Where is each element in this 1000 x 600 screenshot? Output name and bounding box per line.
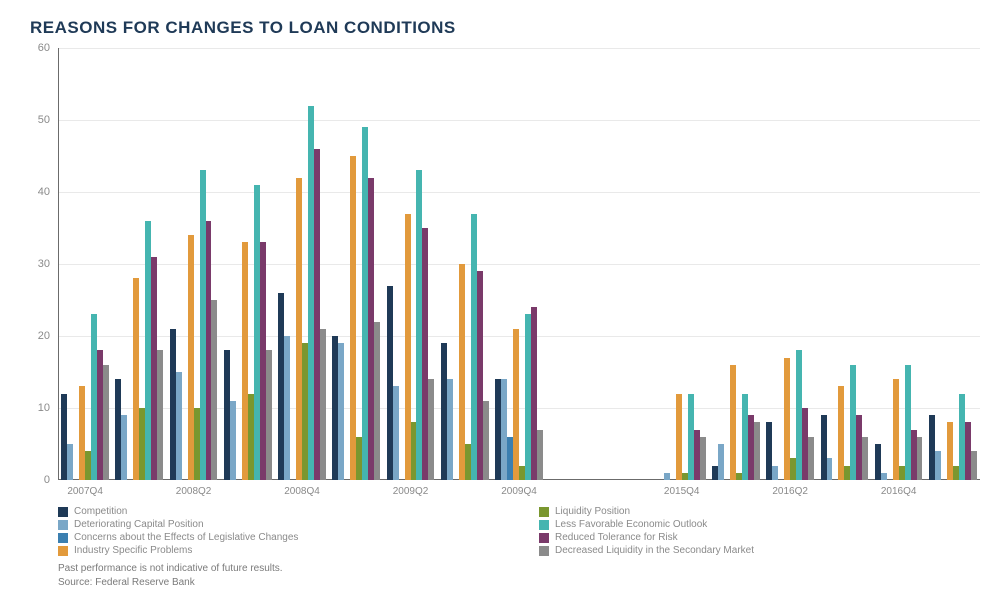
bar (700, 437, 706, 480)
gridline (58, 264, 980, 265)
legend-swatch (58, 546, 68, 556)
x-tick-label: 2015Q4 (664, 480, 700, 497)
y-tick-label: 50 (38, 114, 58, 126)
bar (664, 473, 670, 480)
chart-legend: Competition Liquidity Position Deteriorati… (58, 506, 980, 556)
legend-item: Concerns about the Effects of Legislativ… (58, 532, 499, 543)
bar (393, 386, 399, 480)
bar (447, 379, 453, 480)
legend-label: Industry Specific Problems (74, 545, 192, 556)
chart-title: REASONS FOR CHANGES TO LOAN CONDITIONS (30, 18, 970, 38)
bar (881, 473, 887, 480)
legend-swatch (58, 533, 68, 543)
legend-swatch (539, 507, 549, 517)
bar (483, 401, 489, 480)
bar (754, 422, 760, 480)
gridline (58, 192, 980, 193)
legend-swatch (58, 520, 68, 530)
x-tick-label: 2008Q4 (284, 480, 320, 497)
legend-label: Concerns about the Effects of Legislativ… (74, 532, 298, 543)
y-tick-label: 0 (44, 474, 58, 486)
footer-disclaimer: Past performance is not indicative of fu… (58, 562, 283, 576)
bar (284, 336, 290, 480)
bar (862, 437, 868, 480)
y-tick-label: 20 (38, 330, 58, 342)
bar (266, 350, 272, 480)
bar (827, 458, 833, 480)
bar (772, 466, 778, 480)
bar (676, 394, 682, 480)
legend-item: Decreased Liquidity in the Secondary Mar… (539, 545, 980, 556)
y-axis (58, 48, 59, 480)
bar (121, 415, 127, 480)
bar (67, 444, 73, 480)
legend-label: Less Favorable Economic Outlook (555, 519, 707, 530)
bar (176, 372, 182, 480)
bar (808, 437, 814, 480)
chart-plot-area: 01020304050602007Q42008Q22008Q42009Q2200… (58, 48, 980, 480)
x-tick-label: 2016Q2 (772, 480, 808, 497)
bar (935, 451, 941, 480)
bar (428, 379, 434, 480)
chart-footer: Past performance is not indicative of fu… (58, 562, 283, 590)
bar (320, 329, 326, 480)
x-tick-label: 2009Q2 (393, 480, 429, 497)
chart-container: REASONS FOR CHANGES TO LOAN CONDITIONS 0… (0, 0, 1000, 600)
legend-swatch (539, 546, 549, 556)
legend-item: Reduced Tolerance for Risk (539, 532, 980, 543)
y-tick-label: 10 (38, 402, 58, 414)
bar (971, 451, 977, 480)
bar (917, 437, 923, 480)
legend-item: Industry Specific Problems (58, 545, 499, 556)
gridline (58, 48, 980, 49)
bar (103, 365, 109, 480)
legend-item: Less Favorable Economic Outlook (539, 519, 980, 530)
legend-item: Liquidity Position (539, 506, 980, 517)
bar (374, 322, 380, 480)
y-tick-label: 40 (38, 186, 58, 198)
legend-label: Deteriorating Capital Position (74, 519, 204, 530)
bar (338, 343, 344, 480)
bar (157, 350, 163, 480)
x-tick-label: 2009Q4 (501, 480, 537, 497)
legend-item: Competition (58, 506, 499, 517)
y-tick-label: 60 (38, 42, 58, 54)
legend-swatch (539, 520, 549, 530)
x-tick-label: 2016Q4 (881, 480, 917, 497)
legend-label: Reduced Tolerance for Risk (555, 532, 678, 543)
bar (718, 444, 724, 480)
legend-label: Decreased Liquidity in the Secondary Mar… (555, 545, 754, 556)
gridline (58, 336, 980, 337)
y-tick-label: 30 (38, 258, 58, 270)
bar (537, 430, 543, 480)
bar (350, 156, 356, 480)
legend-label: Liquidity Position (555, 506, 630, 517)
legend-swatch (539, 533, 549, 543)
legend-item: Deteriorating Capital Position (58, 519, 499, 530)
legend-swatch (58, 507, 68, 517)
bar (730, 365, 736, 480)
bar (230, 401, 236, 480)
bar (513, 329, 519, 480)
footer-source: Source: Federal Reserve Bank (58, 576, 283, 590)
gridline (58, 120, 980, 121)
x-tick-label: 2008Q2 (176, 480, 212, 497)
x-tick-label: 2007Q4 (67, 480, 103, 497)
legend-label: Competition (74, 506, 127, 517)
bar (211, 300, 217, 480)
